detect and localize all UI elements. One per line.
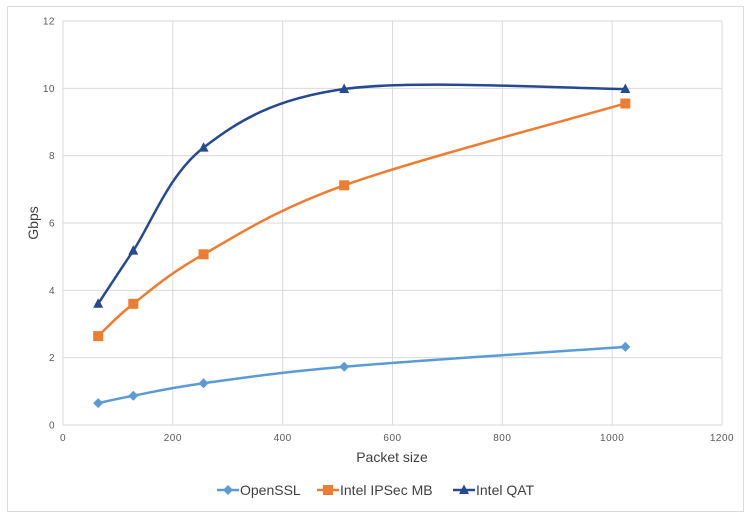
y-tick-label: 6 <box>49 219 55 230</box>
data-point <box>198 249 209 260</box>
data-point <box>93 398 104 409</box>
data-point <box>339 83 350 94</box>
diamond-marker-icon <box>223 485 233 495</box>
series-intel-ipsec-mb <box>93 98 631 342</box>
data-point <box>198 378 209 389</box>
data-point <box>339 180 350 191</box>
data-point <box>93 331 104 342</box>
data-point <box>339 361 350 372</box>
legend-label: Intel QAT <box>476 482 535 498</box>
series-intel-qat <box>93 83 631 308</box>
legend-item: Intel QAT <box>453 482 535 498</box>
y-tick-label: 10 <box>43 84 55 95</box>
x-axis-label: Packet size <box>356 449 428 465</box>
triangle-marker-icon <box>459 484 469 494</box>
legend-label: OpenSSL <box>240 482 301 498</box>
data-point <box>620 98 631 109</box>
data-point <box>620 341 631 352</box>
y-tick-label: 0 <box>49 421 55 432</box>
data-point <box>620 83 631 94</box>
series-line <box>96 345 627 405</box>
x-tick-label: 1200 <box>710 433 734 444</box>
y-tick-label: 8 <box>49 151 55 162</box>
x-tick-label: 800 <box>493 433 511 444</box>
data-point <box>93 298 104 308</box>
x-tick-label: 1000 <box>600 433 624 444</box>
series-openssl <box>93 341 631 409</box>
grid <box>62 20 723 426</box>
data-point <box>198 142 209 152</box>
x-tick-label: 200 <box>164 433 182 444</box>
square-marker-icon <box>323 485 333 495</box>
data-point <box>128 245 139 255</box>
data-point <box>128 390 139 401</box>
series-line <box>96 102 627 338</box>
legend: OpenSSL Intel IPSec MB Intel QAT <box>217 482 535 498</box>
y-tick-label: 12 <box>43 17 55 28</box>
x-tick-label: 400 <box>274 433 292 444</box>
y-axis-label: Gbps <box>25 206 41 239</box>
legend-label: Intel IPSec MB <box>340 482 433 498</box>
data-point <box>128 298 139 309</box>
x-tick-label: 0 <box>60 433 66 444</box>
y-tick-label: 2 <box>49 353 55 364</box>
legend-item: OpenSSL <box>217 482 301 498</box>
y-tick-label: 4 <box>49 286 55 297</box>
tick-labels: 0 2 4 6 8 10 12 0 200 400 600 800 1000 1200 <box>43 17 734 445</box>
legend-item: Intel IPSec MB <box>317 482 433 498</box>
series-group <box>93 83 631 409</box>
chart-frame <box>7 6 744 512</box>
x-tick-label: 600 <box>383 433 401 444</box>
